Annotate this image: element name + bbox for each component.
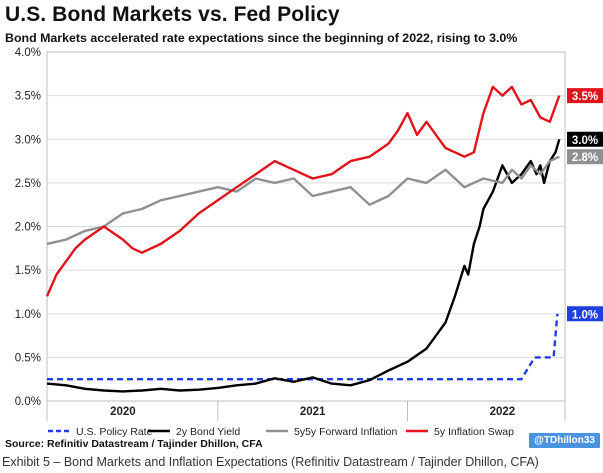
y-tick-label: 0.0% [15, 396, 41, 408]
source-note: Source: Refinitiv Datastream / Tajinder … [5, 438, 263, 450]
series-line-5y-inflation-swap [45, 85, 561, 297]
y-tick-label: 3.0% [15, 134, 41, 146]
legend-entry: U.S. Policy Rate [76, 426, 153, 438]
y-tick-label: 3.5% [15, 91, 41, 103]
series-line-5y5y-forward-inflation [46, 155, 560, 246]
x-tick-label: 2022 [490, 406, 516, 418]
end-value-label: 3.0% [572, 135, 598, 147]
end-value-label: 3.5% [572, 91, 598, 103]
exhibit-caption: Exhibit 5 – Bond Markets and Inflation E… [2, 455, 539, 469]
end-value-badge [567, 149, 603, 165]
legend-entry: 2y Bond Yield [176, 426, 240, 438]
y-tick-label: 1.5% [15, 265, 41, 277]
y-tick-label: 2.5% [15, 178, 41, 190]
y-tick-label: 0.5% [15, 352, 41, 364]
end-value-label: 1.0% [572, 309, 598, 321]
end-value-badge [567, 88, 603, 104]
end-value-badge [567, 131, 603, 147]
end-value-badge [567, 306, 603, 322]
author-handle-badge: @TDhillon33 [529, 433, 600, 448]
legend-entry: 5y5y Forward Inflation [294, 426, 397, 438]
chart-title: U.S. Bond Markets vs. Fed Policy [5, 3, 340, 26]
chart-subtitle: Bond Markets accelerated rate expectatio… [5, 31, 518, 45]
series-line-u-s-policy-rate [47, 313, 559, 381]
legend-entry: 5y Inflation Swap [434, 426, 514, 438]
end-value-label: 2.8% [572, 152, 598, 164]
y-tick-label: 2.0% [15, 222, 41, 234]
x-tick-label: 2021 [300, 406, 326, 418]
series-line-2y-bond-yield [46, 138, 561, 393]
x-tick-label: 2020 [110, 406, 136, 418]
y-tick-label: 4.0% [15, 47, 41, 59]
y-tick-label: 1.0% [15, 309, 41, 321]
